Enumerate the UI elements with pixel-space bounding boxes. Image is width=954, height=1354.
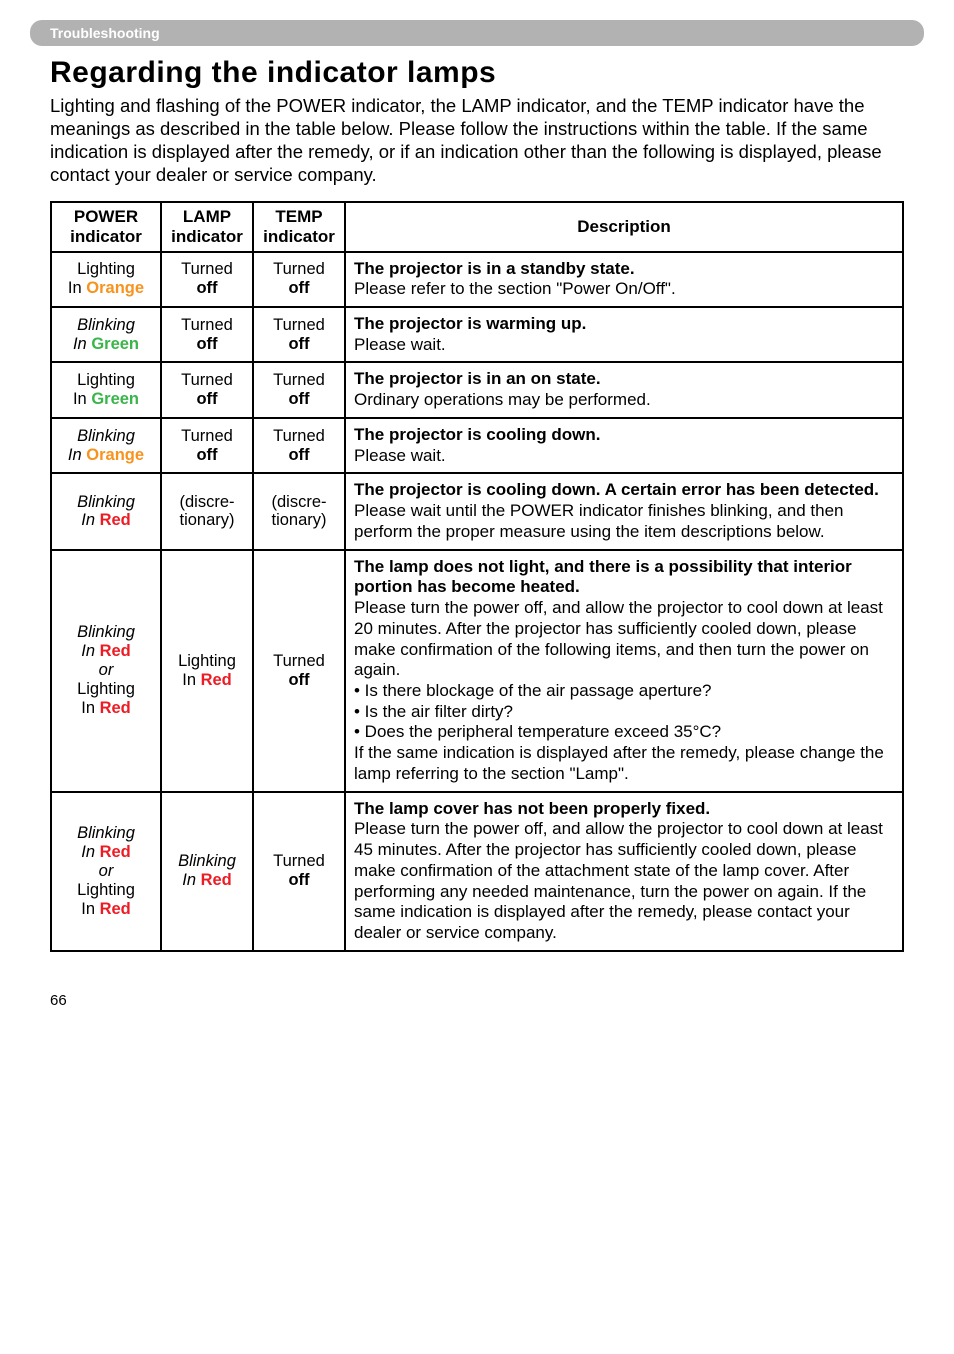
desc-body: Please turn the power off, and allow the… <box>354 598 884 783</box>
lamp-cell: Lighting In Red <box>161 550 253 792</box>
temp-cell: Turnedoff <box>253 362 345 417</box>
table-row: Blinking In Green Turnedoff Turnedoff Th… <box>51 307 903 362</box>
table-row: Lighting In Green Turnedoff Turnedoff Th… <box>51 362 903 417</box>
desc-cell: The projector is cooling down. Please wa… <box>345 418 903 473</box>
desc-cell: The projector is cooling down. A certain… <box>345 473 903 549</box>
page-number: 66 <box>50 992 954 1009</box>
temp-cell: Turnedoff <box>253 252 345 307</box>
power-cell: Lighting In Orange <box>51 252 161 307</box>
lamp-cell: Turnedoff <box>161 307 253 362</box>
power-cell: Blinking In Green <box>51 307 161 362</box>
temp-cell: (discre-tionary) <box>253 473 345 549</box>
power-cell: Blinking In Red or Lighting In Red <box>51 550 161 792</box>
desc-cell: The projector is in an on state. Ordinar… <box>345 362 903 417</box>
temp-cell: Turnedoff <box>253 418 345 473</box>
temp-cell: Turnedoff <box>253 307 345 362</box>
lamp-cell: Turnedoff <box>161 418 253 473</box>
intro-paragraph: Lighting and flashing of the POWER indic… <box>50 94 904 187</box>
col-header-desc: Description <box>345 202 903 252</box>
temp-cell: Turnedoff <box>253 792 345 951</box>
power-cell: Blinking In Orange <box>51 418 161 473</box>
lamp-cell: Blinking In Red <box>161 792 253 951</box>
table-row: Blinking In Red or Lighting In Red Light… <box>51 550 903 792</box>
power-cell: Blinking In Red or Lighting In Red <box>51 792 161 951</box>
indicator-table: POWERindicator LAMPindicator TEMPindicat… <box>50 201 904 952</box>
page-title: Regarding the indicator lamps <box>50 56 904 90</box>
desc-cell: The lamp does not light, and there is a … <box>345 550 903 792</box>
desc-cell: The projector is warming up. Please wait… <box>345 307 903 362</box>
table-row: Blinking In Red or Lighting In Red Blink… <box>51 792 903 951</box>
table-row: Lighting In Orange Turnedoff Turnedoff T… <box>51 252 903 307</box>
table-row: Blinking In Red (discre-tionary) (discre… <box>51 473 903 549</box>
temp-cell: Turnedoff <box>253 550 345 792</box>
col-header-temp: TEMPindicator <box>253 202 345 252</box>
table-header-row: POWERindicator LAMPindicator TEMPindicat… <box>51 202 903 252</box>
lamp-cell: (discre-tionary) <box>161 473 253 549</box>
col-header-lamp: LAMPindicator <box>161 202 253 252</box>
section-header: Troubleshooting <box>30 20 924 46</box>
lamp-cell: Turnedoff <box>161 252 253 307</box>
power-cell: Lighting In Green <box>51 362 161 417</box>
power-cell: Blinking In Red <box>51 473 161 549</box>
col-header-power: POWERindicator <box>51 202 161 252</box>
table-row: Blinking In Orange Turnedoff Turnedoff T… <box>51 418 903 473</box>
desc-cell: The projector is in a standby state. Ple… <box>345 252 903 307</box>
lamp-cell: Turnedoff <box>161 362 253 417</box>
desc-cell: The lamp cover has not been properly fix… <box>345 792 903 951</box>
